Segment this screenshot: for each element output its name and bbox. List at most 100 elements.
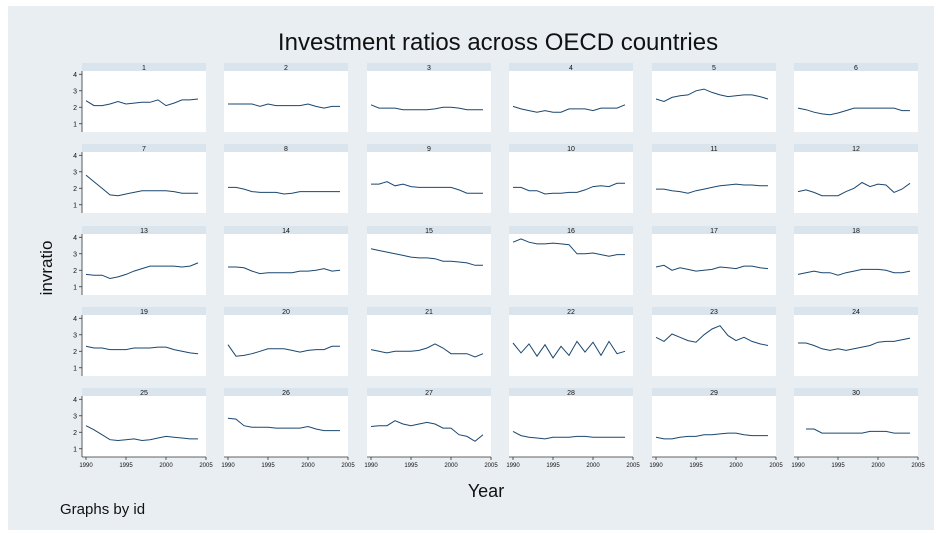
series-line-8 [228,186,340,195]
panel-plot-area [652,234,776,295]
series-line-22 [512,340,626,359]
y-axis-label: invratio [37,241,56,296]
x-tick-label: 2005 [626,463,640,469]
x-tick-label: 2005 [199,463,213,469]
y-tick-label: 4 [73,316,77,323]
x-tick-label: 2000 [586,463,600,469]
panel-header [794,144,918,152]
panel-28: 28 1990 1995 2000 2005 [506,388,640,469]
x-tick-label: 1995 [404,463,418,469]
y-tick-label: 3 [73,413,77,420]
small-multiples-chart: Investment ratios across OECD countries … [37,29,925,518]
panel-label: 8 [284,146,288,153]
panel-plot-area [509,71,633,132]
panel-label: 22 [567,309,575,316]
series-line-15 [370,248,483,266]
graphs-by-note: Graphs by id [60,501,145,518]
panel-label: 9 [427,146,431,153]
panel-header [224,307,348,315]
panel-3: 3 [367,63,491,132]
series-line-3 [370,104,483,111]
x-tick-label: 2000 [301,463,315,469]
panel-7: 7 1 2 3 4 [73,144,206,213]
panel-1: 1 1 2 3 4 [73,63,206,132]
x-tick-label: 2005 [484,463,498,469]
panel-plot-area [224,234,348,295]
y-tick-label: 4 [73,72,77,79]
panel-label: 26 [282,390,290,397]
x-tick-label: 2000 [159,463,173,469]
x-tick-label: 1995 [261,463,275,469]
panel-header [652,388,776,396]
series-line-17 [655,264,769,272]
panel-plot-area [652,315,776,376]
x-tick-label: 1995 [689,463,703,469]
panel-label: 14 [282,228,290,235]
x-tick-label: 2000 [871,463,885,469]
series-line-18 [797,268,911,276]
series-line-27 [370,420,484,442]
panel-17: 17 [652,226,776,295]
panel-label: 21 [425,309,433,316]
series-line-26 [227,417,340,432]
panel-label: 3 [427,65,431,72]
panel-plot-area [509,234,633,295]
panel-header [652,226,776,234]
panel-29: 29 1990 1995 2000 2005 [649,388,783,469]
panel-header [794,226,918,234]
panel-label: 6 [854,65,858,72]
panel-header [367,63,491,71]
panel-label: 13 [140,228,148,235]
series-line-6 [797,107,910,116]
y-tick-label: 4 [73,397,77,404]
panel-25: 25 1 2 3 4 1990 1995 2000 2005 [73,388,213,469]
x-tick-label: 2005 [341,463,355,469]
x-tick-label: 2000 [444,463,458,469]
panel-13: 13 1 2 3 4 [73,226,206,295]
panel-header [509,63,633,71]
panel-header [652,144,776,152]
y-tick-label: 1 [73,365,77,372]
x-tick-label: 1990 [649,463,663,469]
panel-plot-area [794,234,918,295]
panel-plot-area [82,234,206,295]
x-tick-label: 1995 [546,463,560,469]
panel-15: 15 [367,226,491,295]
panel-14: 14 [224,226,348,295]
y-tick-label: 2 [73,430,77,437]
panel-header [82,307,206,315]
panel-22: 22 [509,307,633,376]
panel-label: 2 [284,65,288,72]
panel-label: 1 [142,65,146,72]
x-tick-label: 2000 [729,463,743,469]
series-line-20 [227,344,340,357]
panel-header [794,307,918,315]
panel-24: 24 [794,307,918,376]
panel-header [224,63,348,71]
panel-plot-area [794,152,918,213]
x-tick-label: 2005 [769,463,783,469]
panel-plot-area [224,152,348,213]
panel-label: 18 [852,228,860,235]
y-tick-label: 4 [73,235,77,242]
panel-plot-area [367,396,491,457]
y-tick-label: 1 [73,202,77,209]
series-line-29 [655,432,768,440]
panel-header [82,63,206,71]
panel-21: 21 [367,307,491,376]
panel-plot-area [82,71,206,132]
panel-9: 9 [367,144,491,213]
series-line-25 [85,425,198,442]
panel-plot-area [367,315,491,376]
panel-plot-area [794,396,918,457]
panel-4: 4 [509,63,633,132]
panel-plot-area [652,152,776,213]
y-tick-label: 3 [73,169,77,176]
x-axis-label: Year [468,481,504,501]
panel-label: 30 [852,390,860,397]
panel-plot-area [224,396,348,457]
x-tick-label: 1995 [119,463,133,469]
y-tick-label: 3 [73,251,77,258]
series-line-30 [806,428,910,434]
panel-plot-area [224,315,348,376]
